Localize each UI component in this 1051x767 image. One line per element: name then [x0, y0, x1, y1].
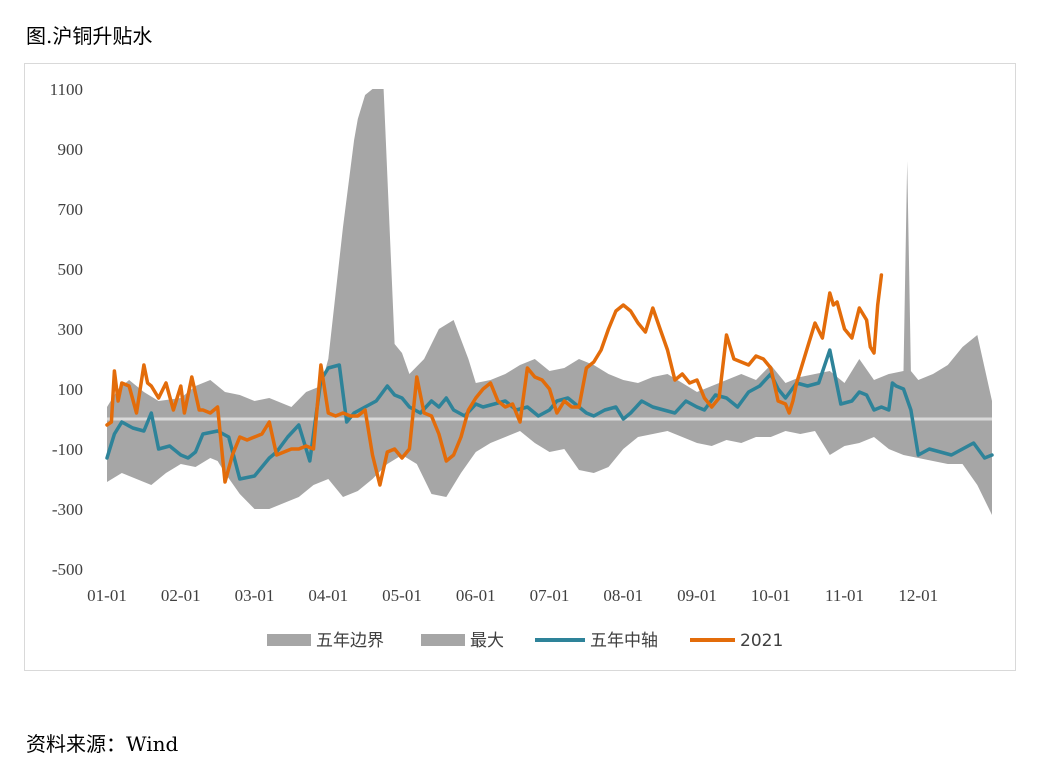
y-tick-label: -300 [52, 500, 83, 519]
y-tick-label: 100 [58, 380, 84, 399]
legend-swatch [267, 634, 311, 646]
x-tick-label: 04-01 [308, 586, 348, 605]
legend-label: 五年中轴 [590, 631, 658, 651]
area-series-five-year-bound [107, 419, 992, 515]
legend-label: 五年边界 [316, 631, 384, 651]
y-tick-labels: 1100 900 700 500 300 100 -100 -300 -500 [50, 80, 83, 579]
y-tick-label: 900 [58, 140, 84, 159]
x-tick-label: 01-01 [87, 586, 127, 605]
y-tick-label: -500 [52, 560, 83, 579]
line-layer [105, 273, 994, 487]
x-tick-label: 05-01 [382, 586, 422, 605]
legend-label: 2021 [740, 631, 783, 651]
legend: 五年边界 最大 五年中轴 2021 [267, 631, 783, 651]
x-tick-label: 11-01 [825, 586, 864, 605]
x-tick-labels: 01-01 02-01 03-01 04-01 05-01 06-01 07-01 08-01… [87, 586, 938, 605]
x-tick-label: 07-01 [530, 586, 570, 605]
legend-swatch [421, 634, 465, 646]
figure-title: 图.沪铜升贴水 [26, 24, 153, 48]
y-tick-label: 700 [58, 200, 84, 219]
x-tick-label: 06-01 [456, 586, 496, 605]
legend-label: 最大 [470, 631, 504, 651]
y-tick-label: 1100 [50, 80, 83, 99]
area-layer [107, 89, 992, 515]
x-tick-label: 09-01 [677, 586, 717, 605]
area-series-max [107, 89, 992, 419]
y-tick-label: 500 [58, 260, 84, 279]
y-tick-label: -100 [52, 440, 83, 459]
line-series-2021 [105, 273, 884, 487]
x-tick-label: 08-01 [603, 586, 643, 605]
x-tick-label: 02-01 [161, 586, 201, 605]
source-note: 资料来源：Wind [26, 732, 179, 756]
y-tick-label: 300 [58, 320, 84, 339]
x-tick-label: 03-01 [235, 586, 275, 605]
chart-frame: 1100 900 700 500 300 100 -100 -300 -500 01-01 02-… [24, 63, 1016, 671]
x-tick-label: 10-01 [751, 586, 791, 605]
chart-svg: 1100 900 700 500 300 100 -100 -300 -500 01-01 02-… [50, 80, 994, 651]
x-tick-label: 12-01 [898, 586, 938, 605]
